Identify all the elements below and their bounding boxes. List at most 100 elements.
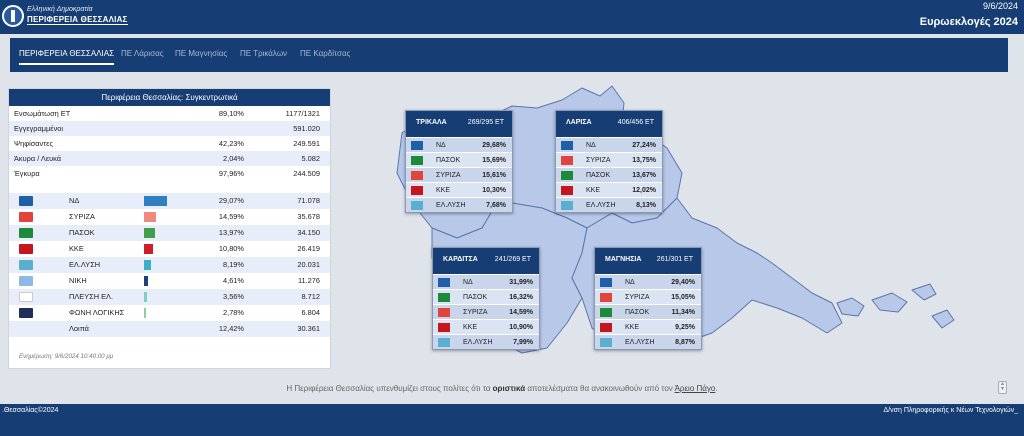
card-party-name: ΣΥΡΙΖΑ (586, 157, 611, 164)
card-party-row: ΠΑΣΟΚ 13,67% (556, 167, 662, 182)
card-party-row: ΣΥΡΙΖΑ 14,59% (433, 304, 539, 319)
party-row[interactable]: ΦΩΝΗ ΛΟΓΙΚΗΣ 2,78% 6.804 (9, 305, 330, 321)
main-content: Περιφέρεια Θεσσαλίας: Συγκεντρωτικά Ενσω… (0, 78, 1024, 404)
party-logo-icon (411, 141, 423, 150)
card-party-row: ΝΔ 29,40% (595, 274, 701, 289)
card-header: ΜΑΓΝΗΣΙΑ 261/301 ΕΤ (595, 248, 701, 274)
stat-value: 1177/1321 (285, 109, 320, 118)
card-trikala[interactable]: ΤΡΙΚΑΛΑ 269/295 ΕΤ ΝΔ 29,68% ΠΑΣΟΚ 15,69% ΣΥΡΙ… (405, 110, 513, 213)
party-votes: 34.150 (297, 228, 320, 237)
summary-panel: Περιφέρεια Θεσσαλίας: Συγκεντρωτικά Ενσω… (8, 88, 331, 369)
party-row[interactable]: ΝΔ 29,07% 71.078 (9, 193, 330, 209)
party-logo-icon (600, 293, 612, 302)
party-row[interactable]: ΣΥΡΙΖΑ 14,59% 35.678 (9, 209, 330, 225)
card-party-row: ΚΚΕ 9,25% (595, 319, 701, 334)
card-party-percent: 10,90% (509, 324, 533, 331)
party-name: ΝΔ (69, 196, 80, 205)
tab-karditsa[interactable]: ΠΕ Καρδίτσας (300, 49, 351, 58)
top-header: Ελληνική Δημοκρατία ΠΕΡΙΦΕΡΕΙΑ ΘΕΣΣΑΛΙΑΣ… (0, 0, 1024, 34)
card-region-name: ΚΑΡΔΙΤΣΑ (443, 256, 478, 263)
card-party-name: ΚΚΕ (436, 187, 451, 194)
card-party-name: ΚΚΕ (625, 324, 640, 331)
stat-row: Ψηφίσαντες 42,23% 249.591 (9, 136, 330, 151)
card-party-name: ΣΥΡΙΖΑ (463, 309, 488, 316)
card-party-percent: 8,87% (675, 339, 695, 346)
footer: .Θεσσαλίας©2024 Δ/νση Πληροφορικής κ Νέω… (0, 404, 1024, 436)
card-larisa[interactable]: ΛΑΡΙΣΑ 406/456 ΕΤ ΝΔ 27,24% ΣΥΡΙΖΑ 13,75% ΠΑΣΟ… (555, 110, 663, 213)
party-row[interactable]: ΝΙΚΗ 4,61% 11.276 (9, 273, 330, 289)
card-header: ΤΡΙΚΑΛΑ 269/295 ΕΤ (406, 111, 512, 137)
map-skyros (931, 309, 955, 329)
party-logo-icon (411, 186, 423, 195)
notice-bold: οριστικά (492, 384, 526, 393)
summary-title: Περιφέρεια Θεσσαλίας: Συγκεντρωτικά (9, 89, 330, 106)
stat-percent: 89,10% (218, 109, 244, 118)
card-region-name: ΤΡΙΚΑΛΑ (416, 119, 447, 126)
card-counted: 261/301 ΕΤ (656, 256, 693, 263)
party-logo-icon (600, 338, 612, 347)
notice-text-1: Η Περιφέρεια Θεσσαλίας υπενθυμίζει στους… (286, 384, 493, 393)
card-party-row: ΕΛ.ΛΥΣΗ 8,13% (556, 197, 662, 212)
party-logo-icon (561, 156, 573, 165)
party-name: Λοιπά (69, 324, 89, 333)
card-party-row: ΚΚΕ 10,90% (433, 319, 539, 334)
card-party-percent: 27,24% (632, 142, 656, 149)
party-row[interactable]: Λοιπά 12,42% 30.361 (9, 321, 330, 337)
tab-magnesia[interactable]: ΠΕ Μαγνησίας (175, 49, 228, 58)
tab-region-thessaly[interactable]: ΠΕΡΙΦΕΡΕΙΑ ΘΕΣΣΑΛΙΑΣ (19, 49, 115, 65)
party-percent: 2,78% (223, 308, 244, 317)
party-votes: 11.276 (297, 276, 320, 285)
card-party-row: ΝΔ 29,68% (406, 137, 512, 152)
party-share-bar (144, 196, 168, 206)
party-row[interactable]: ΠΑΣΟΚ 13,97% 34.150 (9, 225, 330, 241)
stat-value: 244.509 (293, 169, 320, 178)
card-magnesia[interactable]: ΜΑΓΝΗΣΙΑ 261/301 ΕΤ ΝΔ 29,40% ΣΥΡΙΖΑ 15,05% ΠΑ… (594, 247, 702, 350)
card-karditsa[interactable]: ΚΑΡΔΙΤΣΑ 241/269 ΕΤ ΝΔ 31,99% ΠΑΣΟΚ 16,32% ΣΥΡ… (432, 247, 540, 350)
footer-department: Δ/νση Πληροφορικής κ Νέων Τεχνολογιών_ (883, 407, 1018, 414)
stat-row: Άκυρα / Λευκά 2,04% 5.082 (9, 151, 330, 166)
party-row[interactable]: ΠΛΕΥΣΗ ΕΛ. 3,56% 8.712 (9, 289, 330, 305)
region-tabs: ΠΕΡΙΦΕΡΕΙΑ ΘΕΣΣΑΛΙΑΣ ΠΕ Λάρισας ΠΕ Μαγνη… (10, 38, 1008, 72)
party-share-bar (144, 228, 156, 238)
page-title: Ευρωεκλογές 2024 (919, 16, 1018, 28)
map-sporades-skopelos (871, 292, 908, 313)
card-party-name: ΚΚΕ (586, 187, 601, 194)
card-party-row: ΠΑΣΟΚ 16,32% (433, 289, 539, 304)
card-party-row: ΣΥΡΙΖΑ 13,75% (556, 152, 662, 167)
card-header: ΛΑΡΙΣΑ 406/456 ΕΤ (556, 111, 662, 137)
party-votes: 30.361 (297, 324, 320, 333)
party-percent: 12,42% (218, 324, 244, 333)
party-name: ΠΛΕΥΣΗ ΕΛ. (69, 292, 114, 301)
card-party-percent: 15,69% (482, 157, 506, 164)
card-party-name: ΝΔ (463, 279, 473, 286)
stat-percent: 42,23% (218, 139, 244, 148)
card-party-percent: 9,25% (675, 324, 695, 331)
party-logo-icon (19, 260, 33, 270)
region-logo[interactable]: Ελληνική Δημοκρατία ΠΕΡΙΦΕΡΕΙΑ ΘΕΣΣΑΛΙΑΣ (2, 3, 128, 31)
tab-larisa[interactable]: ΠΕ Λάρισας (121, 49, 164, 58)
summary-stats: Ενσωμάτωση ΕΤ 89,10% 1177/1321 Εγγεγραμμένο… (9, 106, 330, 181)
tab-trikala[interactable]: ΠΕ Τρικάλων (240, 49, 288, 58)
areios-pagos-link[interactable]: Άρειο Πάγο (674, 384, 716, 393)
party-logo-icon (19, 292, 33, 302)
party-row[interactable]: ΚΚΕ 10,80% 26.419 (9, 241, 330, 257)
card-party-name: ΝΔ (436, 142, 446, 149)
logo-region-text: ΠΕΡΙΦΕΡΕΙΑ ΘΕΣΣΑΛΙΑΣ (27, 15, 128, 25)
party-row[interactable]: ΕΛ.ΛΥΣΗ 8,19% 20.031 (9, 257, 330, 273)
card-party-percent: 7,68% (486, 202, 506, 209)
stat-label: Έγκυρα (14, 169, 40, 178)
party-votes: 6.804 (301, 308, 321, 317)
stat-value: 591.020 (293, 124, 320, 133)
card-party-row: ΣΥΡΙΖΑ 15,61% (406, 167, 512, 182)
party-name: ΕΛ.ΛΥΣΗ (69, 260, 101, 269)
party-logo-icon (438, 338, 450, 347)
party-name: ΝΙΚΗ (69, 276, 87, 285)
party-logo-icon (19, 196, 33, 206)
card-party-row: ΠΑΣΟΚ 15,69% (406, 152, 512, 167)
party-percent: 4,61% (223, 276, 244, 285)
party-name: ΦΩΝΗ ΛΟΓΙΚΗΣ (69, 308, 125, 317)
party-logo-icon (19, 276, 33, 286)
card-party-name: ΚΚΕ (463, 324, 478, 331)
scroll-arrows-icon[interactable]: ▴ ▾ (998, 381, 1007, 394)
card-counted: 406/456 ΕΤ (617, 119, 654, 126)
